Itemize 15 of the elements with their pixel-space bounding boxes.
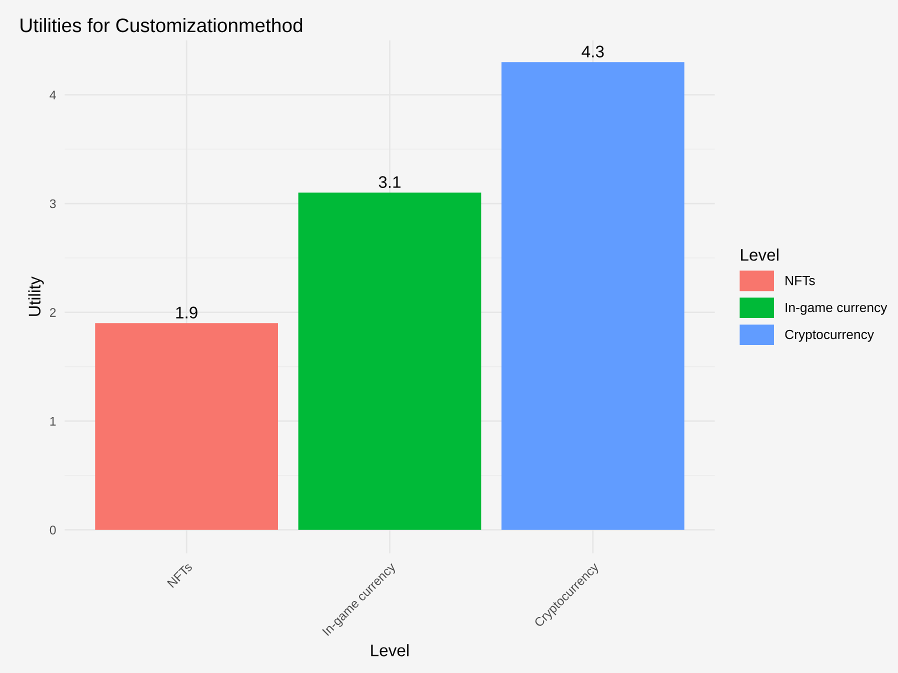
y-tick-label: 1: [50, 416, 56, 426]
chart-title: Utilities for Customizationmethod: [20, 18, 302, 32]
data-label: 4.3: [582, 46, 604, 58]
y-tick-label: 0: [50, 526, 56, 534]
y-axis-title: Utility: [28, 276, 44, 316]
data-label: 3.1: [378, 176, 401, 188]
y-tick-label: 2: [50, 308, 56, 317]
legend-label: In-game currency: [786, 302, 888, 315]
legend-label: NFTs: [786, 276, 815, 286]
y-tick-label: 4: [50, 90, 56, 100]
x-axis-title: Level: [371, 644, 409, 656]
data-label: 1.9: [176, 306, 198, 318]
legend-title: Level: [741, 248, 778, 261]
legend-label: Cryptocurrency: [785, 330, 874, 342]
y-tick-label: 3: [50, 199, 56, 208]
